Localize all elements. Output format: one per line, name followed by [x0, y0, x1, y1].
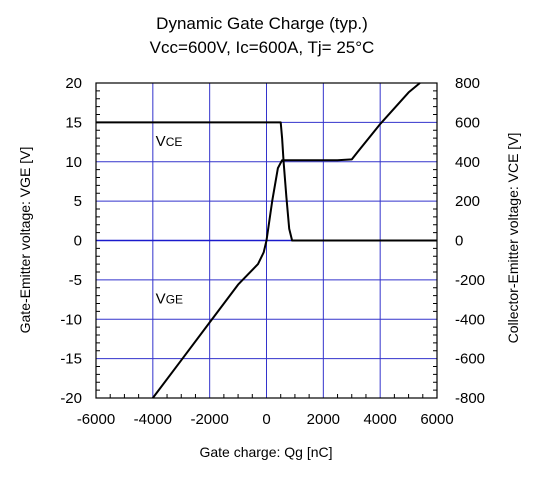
y-left-tick-label: 15	[65, 114, 82, 131]
series-annotation: VGE	[156, 291, 183, 308]
y-left-tick-label: 20	[65, 75, 82, 92]
x-tick-label: 4000	[363, 411, 396, 428]
series-line-vce	[96, 121, 437, 242]
y-left-tick-label: 5	[74, 193, 82, 210]
series-annotation: VCE	[156, 133, 183, 150]
series-group	[96, 82, 437, 399]
y-right-axis-label: Collector-Emitter voltage: VCE [V]	[505, 133, 521, 344]
y-left-tick-label: 0	[74, 233, 82, 250]
y-left-tick-label: -15	[60, 351, 82, 368]
y-left-tick-label: -20	[60, 390, 82, 407]
x-tick-label: -6000	[77, 411, 115, 428]
y-left-tick-label: -5	[69, 272, 82, 289]
x-tick-labels: -6000 -4000 -2000 0 2000 4000 6000	[77, 411, 454, 428]
y-left-tick-label: 10	[65, 154, 82, 171]
series-line-vge	[152, 82, 421, 399]
y-right-tick-label: -200	[455, 272, 485, 289]
y-right-tick-label: -600	[455, 351, 485, 368]
series-annotations: VCE VGE	[156, 133, 183, 308]
x-tick-label: 2000	[307, 411, 340, 428]
x-tick-label: -2000	[190, 411, 228, 428]
y-right-tick-labels: 800 600 400 200 0 -200 -400 -600 -800	[455, 75, 485, 407]
y-right-tick-label: -800	[455, 390, 485, 407]
x-tick-label: 0	[262, 411, 270, 428]
y-right-tick-label: 0	[455, 233, 463, 250]
tick-marks	[96, 90, 437, 398]
y-left-axis-label: Gate-Emitter voltage: VGE [V]	[17, 147, 33, 334]
y-right-tick-label: 200	[455, 193, 480, 210]
y-left-tick-label: -10	[60, 311, 82, 328]
y-left-tick-labels: 20 15 10 5 0 -5 -10 -15 -20	[60, 75, 82, 407]
y-right-tick-label: -400	[455, 311, 485, 328]
chart-title: Dynamic Gate Charge (typ.)	[156, 14, 368, 33]
x-tick-label: 6000	[420, 411, 453, 428]
x-tick-label: -4000	[134, 411, 172, 428]
y-right-tick-label: 400	[455, 154, 480, 171]
chart-subtitle: Vcc=600V, Ic=600A, Tj= 25°C	[150, 38, 375, 57]
y-right-tick-label: 800	[455, 75, 480, 92]
x-axis-label: Gate charge: Qg [nC]	[199, 444, 332, 460]
y-right-tick-label: 600	[455, 114, 480, 131]
plot-frame	[95, 82, 438, 399]
